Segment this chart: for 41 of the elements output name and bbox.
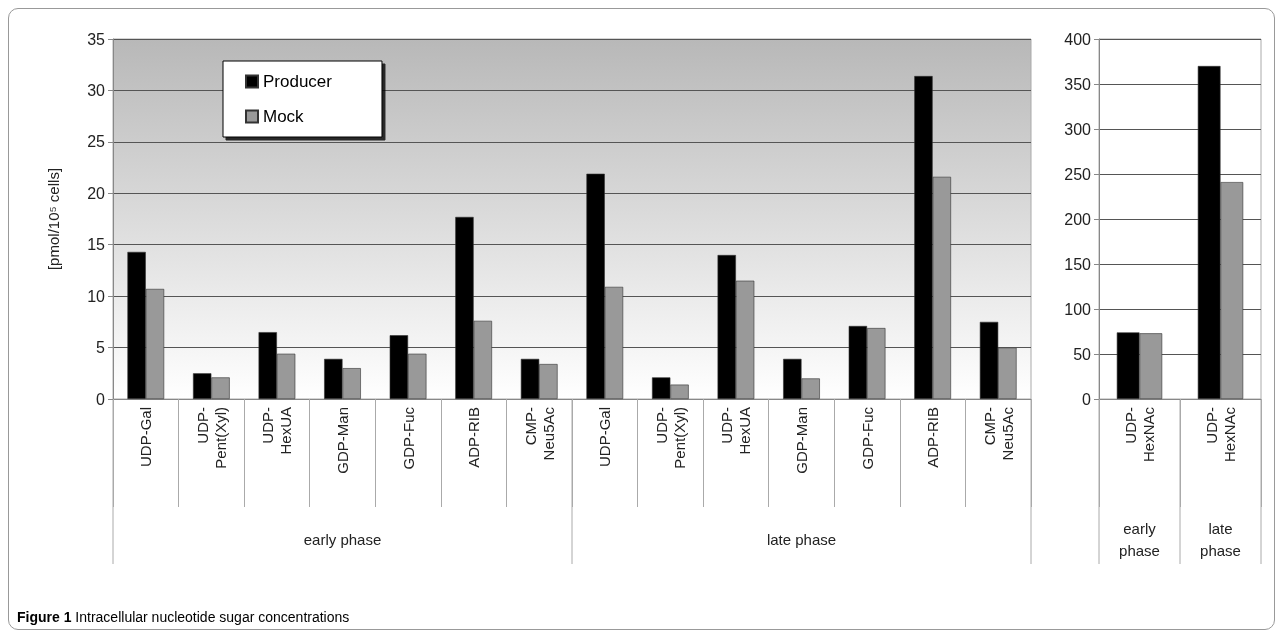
y-tick-label: 100 (1064, 300, 1092, 318)
x-tick-label: UDP-HexUA (259, 407, 295, 455)
x-tick-label: CMP-Neu5Ac (980, 406, 1016, 461)
text: early phase (303, 530, 382, 548)
y-axis-title: [pmol/10⁵ cells] (45, 167, 62, 271)
y-tick-label: 150 (1064, 255, 1092, 273)
x-tick-label: ADP-RIB (924, 407, 942, 468)
x-tick-label: UDP-Gal (137, 407, 155, 468)
x-tick-label: CMP-Neu5Ac (521, 406, 557, 461)
y-tick-label: 50 (1073, 345, 1092, 363)
text: Figure 1 Intracellular nucleotide sugar concentrations (16, 609, 351, 627)
y-tick-label: 350 (1064, 75, 1092, 93)
y-tick-label: 300 (1064, 120, 1092, 138)
y-tick-label: 25 (87, 133, 106, 151)
y-tick-label: 0 (1082, 390, 1092, 408)
text: late phase (766, 530, 837, 548)
legend-label: Mock (263, 107, 305, 126)
x-tick-label: UDP-HexNAc (1203, 406, 1238, 463)
x-tick-label: UDP-Pent(Xyl) (652, 407, 688, 469)
x-tick-label: UDP-HexUA (718, 407, 754, 455)
y-tick-label: 0 (96, 390, 106, 408)
y-tick-label: 5 (96, 339, 106, 357)
x-tick-label: GDP-Fuc (858, 406, 876, 470)
x-tick-label: UDP-Pent(Xyl) (193, 407, 229, 469)
x-tick-label: GDP-Man (793, 407, 810, 474)
y-tick-label: 35 (87, 30, 106, 48)
legend-label: Producer (263, 72, 333, 91)
y-tick-label: 30 (87, 81, 106, 99)
y-tick-label: 20 (87, 184, 106, 202)
x-tick-label: UDP-Gal (596, 407, 614, 468)
text: early phase (1119, 519, 1160, 559)
x-tick-label: GDP-Man (334, 407, 351, 474)
y-tick-label: 200 (1064, 210, 1092, 228)
x-tick-label: ADP-RIB (465, 407, 483, 468)
y-tick-label: 250 (1064, 165, 1092, 183)
y-tick-label: 400 (1064, 30, 1092, 48)
x-tick-label: GDP-Fuc (399, 406, 417, 470)
y-tick-label: 15 (87, 236, 106, 254)
x-tick-label: UDP-HexNAc (1122, 406, 1157, 463)
y-tick-label: 10 (87, 287, 106, 305)
text: late phase (1200, 519, 1241, 559)
